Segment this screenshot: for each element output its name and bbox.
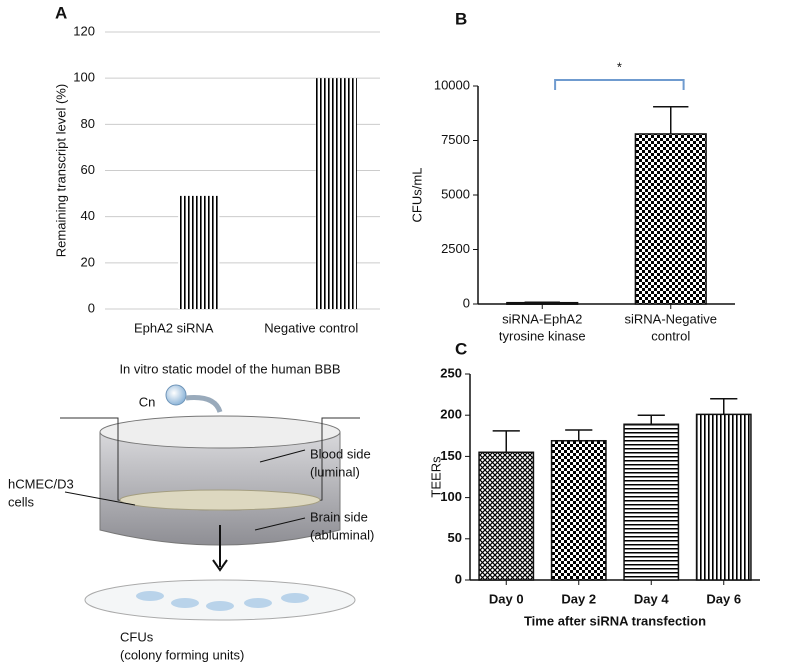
pointer <box>254 517 306 531</box>
x-tick-label: siRNA-Negative <box>625 311 717 326</box>
bar <box>634 133 707 305</box>
y-tick-label: 100 <box>73 70 95 85</box>
y-tick-label: 10000 <box>434 77 470 92</box>
panel-label: A <box>55 3 67 22</box>
x-tick-label: Day 2 <box>561 591 596 606</box>
bar <box>478 451 535 581</box>
y-tick-label: 0 <box>455 571 462 586</box>
y-tick-label: 5000 <box>441 186 470 201</box>
y-tick-label: 50 <box>448 530 462 545</box>
colonies <box>136 591 309 611</box>
label: CFUs <box>120 629 154 644</box>
error-bar <box>710 397 738 415</box>
pathogen-label: Cn <box>139 394 156 409</box>
arrow <box>185 395 223 413</box>
y-tick-label: 0 <box>88 300 95 315</box>
error-bar <box>637 414 665 425</box>
bar <box>623 423 680 581</box>
well-top <box>99 415 341 449</box>
significance: * <box>617 59 622 74</box>
diagram-title: In vitro static model of the human BBB <box>119 361 340 376</box>
petri-dish <box>84 579 356 621</box>
label: Brain side <box>310 509 368 524</box>
y-axis-label: TEERs <box>428 456 443 498</box>
y-tick-label: 2500 <box>441 241 470 256</box>
y-tick-label: 40 <box>81 208 95 223</box>
arrow-head <box>212 559 228 572</box>
pointer <box>64 491 136 506</box>
x-tick-label: EphA2 siRNA <box>134 320 214 335</box>
y-tick-label: 7500 <box>441 132 470 147</box>
significance-bracket <box>554 79 685 90</box>
label: (luminal) <box>310 464 360 479</box>
label: (abluminal) <box>310 527 374 542</box>
label: hCMEC/D3 <box>8 476 74 491</box>
x-tick-label: Negative control <box>264 320 358 335</box>
y-tick-label: 60 <box>81 162 95 177</box>
y-tick-label: 0 <box>463 295 470 310</box>
error-bar <box>492 430 520 453</box>
label: cells <box>8 494 35 509</box>
pointer <box>259 449 306 463</box>
y-tick-label: 80 <box>81 116 95 131</box>
x-tick-label: tyrosine kinase <box>499 328 586 343</box>
diagram: In vitro static model of the human BBB C… <box>8 361 374 662</box>
label: Blood side <box>310 446 371 461</box>
x-tick-label: Day 4 <box>634 591 669 606</box>
bar <box>550 439 607 581</box>
y-tick-label: 200 <box>440 407 462 422</box>
y-axis-label: Remaining transcript level (%) <box>53 84 68 257</box>
x-tick-label: Day 6 <box>706 591 741 606</box>
label: (colony forming units) <box>120 647 244 662</box>
x-axis-label: Time after siRNA transfection <box>524 613 706 628</box>
bar <box>695 413 752 581</box>
bar <box>178 195 220 309</box>
cell-layer <box>119 489 321 511</box>
y-tick-label: 20 <box>81 254 95 269</box>
pathogen <box>165 384 187 406</box>
y-axis-label: CFUs/mL <box>409 168 424 223</box>
x-tick-label: siRNA-EphA2 <box>502 311 582 326</box>
panel-label: C <box>455 339 467 358</box>
y-tick-label: 150 <box>440 448 462 463</box>
x-tick-label: control <box>651 328 690 343</box>
panel-label: B <box>455 9 467 28</box>
y-tick-label: 250 <box>440 365 462 380</box>
bar <box>315 78 357 310</box>
x-tick-label: Day 0 <box>489 591 524 606</box>
error-bar <box>565 429 593 441</box>
y-tick-label: 120 <box>73 23 95 38</box>
error-bar <box>653 105 689 134</box>
y-tick-label: 100 <box>440 489 462 504</box>
